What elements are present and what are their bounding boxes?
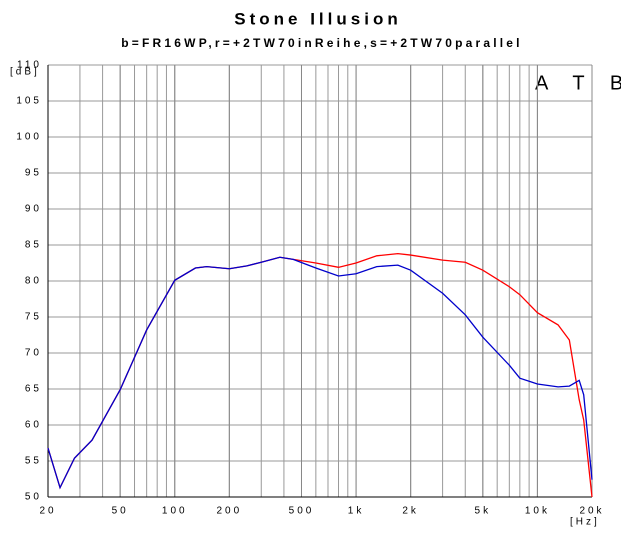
y-tick-label: 50 bbox=[25, 492, 42, 503]
y-tick-label: 100 bbox=[16, 132, 42, 143]
annotation: A T B bbox=[535, 72, 621, 94]
chart-title: Stone Illusion bbox=[234, 9, 401, 28]
x-tick-label: 5k bbox=[475, 506, 492, 517]
y-tick-label: 75 bbox=[25, 312, 42, 323]
x-tick-label: 1k bbox=[348, 506, 365, 517]
chart-subtitle: b=FR16WP,r=+2TW70inReihe,s=+2TW70paralle… bbox=[121, 36, 522, 50]
x-axis-label: [Hz] bbox=[570, 517, 600, 528]
x-tick-label: 100 bbox=[162, 506, 188, 517]
y-tick-label: 85 bbox=[25, 240, 42, 251]
y-tick-label: 60 bbox=[25, 420, 42, 431]
y-tick-label: 90 bbox=[25, 204, 42, 215]
y-axis-label: [dB] bbox=[10, 67, 40, 78]
x-tick-label: 20 bbox=[39, 506, 56, 517]
x-tick-label: 500 bbox=[289, 506, 315, 517]
y-tick-label: 95 bbox=[25, 168, 42, 179]
y-tick-label: 105 bbox=[16, 96, 42, 107]
series-line bbox=[47, 256, 593, 490]
y-tick-label: 110 bbox=[17, 60, 42, 71]
x-tick-label: 10k bbox=[525, 506, 550, 517]
y-tick-label: 80 bbox=[25, 276, 42, 287]
y-tick-label: 55 bbox=[25, 456, 42, 467]
y-tick-label: 70 bbox=[25, 348, 42, 359]
x-tick-label: 50 bbox=[112, 506, 129, 517]
x-tick-label: 200 bbox=[216, 506, 242, 517]
y-tick-label: 65 bbox=[25, 384, 42, 395]
series-line bbox=[47, 252, 593, 498]
x-tick-label: 20k bbox=[579, 506, 604, 517]
x-tick-label: 2k bbox=[402, 506, 419, 517]
